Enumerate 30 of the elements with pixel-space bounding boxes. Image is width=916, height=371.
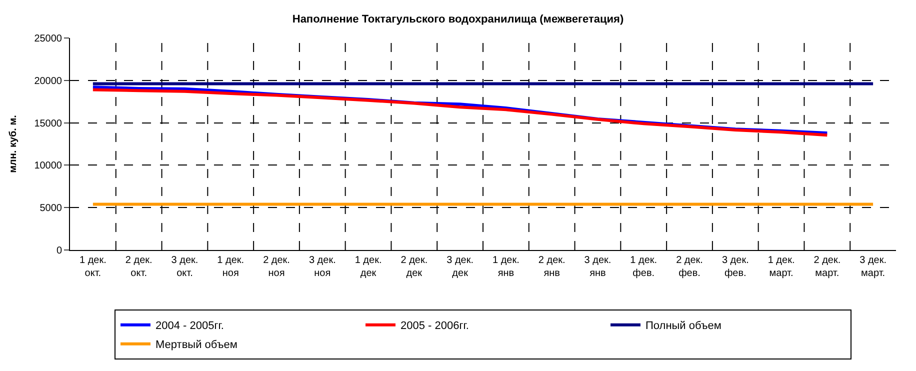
x-tick-label: 3 дек. фев. [722,255,749,279]
x-tick-label: 2 дек. окт. [125,255,152,279]
x-tick-label: 3 дек. ноя [308,255,336,279]
x-tick-label: 1 дек. фев. [630,255,658,279]
y-tick-label: 15000 [34,118,62,130]
y-tick-label: 0 [56,246,62,256]
y-tick-label: 25000 [34,34,62,44]
legend-label: 2004 - 2005гг. [156,320,224,332]
x-tick-label: 1 дек. дек [354,255,382,279]
x-tick-label: 1 дек. окт. [79,255,106,279]
legend-label: Мертвый объем [156,339,238,352]
y-tick-label: 10000 [34,160,62,172]
x-tick-label: 1 дек. ноя [217,255,244,279]
x-tick-label: 3 дек. окт. [171,255,198,279]
x-tick-label: 2 дек. дек [400,255,428,279]
x-tick-label: 3 дек. дек [446,255,474,279]
x-tick-label: 3 дек. янв [584,255,612,279]
x-tick-label: 2 дек. ноя [263,255,290,279]
x-tick-label: 1 дек. март. [768,255,795,279]
x-tick-label: 3 дек. март. [860,255,887,279]
chart-title: Наполнение Токтагульского водохранилища (межвегетация) [292,14,624,26]
x-tick-label: 1 дек. янв [492,255,520,279]
x-tick-label: 2 дек. фев. [676,255,703,279]
legend-label: 2005 - 2006гг. [400,320,469,332]
legend-label: Полный объем [646,320,722,332]
y-axis-title: млн. куб. м. [8,114,20,173]
y-tick-label: 5000 [40,203,62,214]
x-tick-label: 2 дек. март. [814,255,841,279]
y-tick-label: 20000 [34,76,62,87]
x-tick-label: 2 дек. янв [538,255,566,279]
